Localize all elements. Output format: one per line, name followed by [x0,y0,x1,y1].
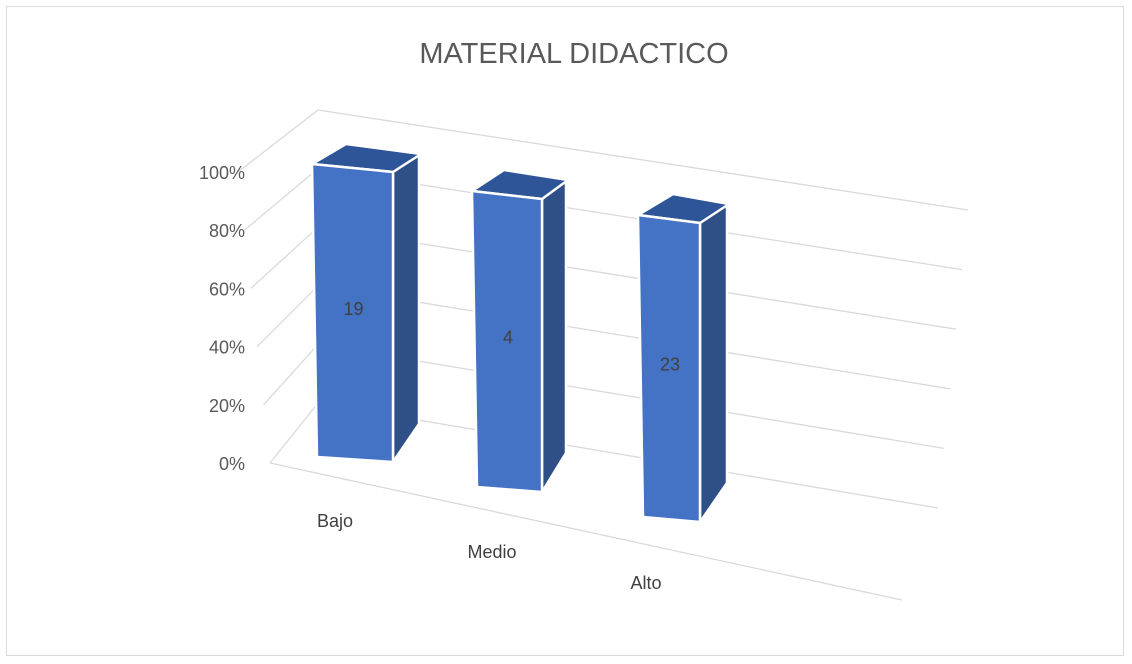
y-tick-label: 80% [209,221,245,241]
bar-bajo: 19 [310,142,423,464]
x-category-label: Bajo [317,511,353,531]
chart-title: MATERIAL DIDACTICO [419,38,728,70]
bar-alto: 23 [636,192,731,524]
data-label: 19 [343,299,363,319]
bars: 19 4 23 [310,142,731,524]
data-label: 23 [660,355,680,375]
gridline-side [256,285,319,348]
bar-front-face [310,162,395,464]
bar-front-face [636,213,702,524]
gridline-side [269,402,319,464]
gridline-back [317,343,945,450]
gridline-side [250,226,319,289]
y-tick-label: 100% [199,163,245,183]
gridline-side [237,109,319,173]
gridline-back [317,402,939,509]
x-category-label: Medio [467,542,516,562]
y-tick-label: 40% [209,338,245,358]
data-label: 4 [503,328,513,348]
y-axis-ticks: 0% 20% 40% 60% 80% 100% [199,163,245,474]
bar-side-face [391,152,421,464]
bar-medio: 4 [470,168,570,494]
y-tick-label: 20% [209,396,245,416]
gridline-back [317,109,969,211]
bar-front-face [470,189,544,494]
gridline-back [317,226,957,330]
gridline-back [317,285,951,390]
bar-side-face [540,178,568,494]
bar-side-face [698,202,729,524]
y-tick-label: 60% [209,279,245,299]
x-category-label: Alto [630,573,661,593]
gridline-side [263,343,319,406]
x-axis-categories: Bajo Medio Alto [317,511,662,593]
gridline-side [243,168,319,231]
y-tick-label: 0% [219,454,245,474]
floor-edge [269,462,903,601]
